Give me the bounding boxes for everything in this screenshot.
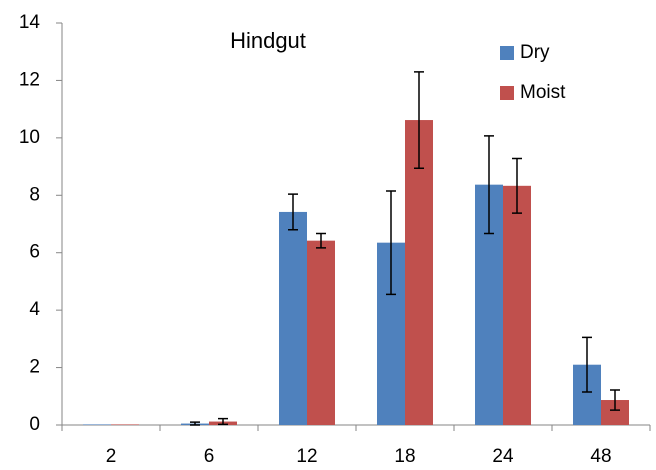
error-bar: [218, 417, 228, 426]
y-tick-label: 8: [29, 184, 40, 205]
error-bar: [414, 71, 424, 170]
y-tick-label: 14: [19, 12, 41, 33]
y-tick-label: 12: [19, 69, 40, 90]
error-bar: [610, 389, 620, 411]
legend-swatch: [500, 46, 514, 60]
error-bar: [316, 232, 326, 249]
bar: [279, 211, 307, 425]
error-bar: [484, 135, 494, 235]
bar: [83, 424, 111, 425]
error-bar: [386, 190, 396, 296]
bar: [503, 185, 531, 425]
chart-title: Hindgut: [230, 28, 306, 53]
y-tick-label: 0: [29, 414, 40, 435]
error-bar: [512, 157, 522, 214]
x-tick-label: 48: [590, 446, 611, 467]
y-tick-label: 10: [19, 127, 40, 148]
error-bar: [288, 193, 298, 231]
x-tick-label: 24: [492, 446, 514, 467]
y-tick-label: 4: [29, 299, 40, 320]
y-tick-label: 2: [29, 357, 40, 378]
y-tick-label: 6: [29, 242, 40, 263]
x-tick-label: 6: [204, 446, 215, 467]
legend-label: Moist: [520, 82, 566, 103]
legend-label: Dry: [520, 42, 550, 63]
x-tick-label: 18: [394, 446, 415, 467]
bar: [307, 240, 335, 425]
bar: [405, 120, 433, 425]
error-bar: [582, 336, 592, 393]
x-tick-label: 2: [106, 446, 117, 467]
x-tick-label: 12: [296, 446, 317, 467]
legend-swatch: [500, 86, 514, 100]
error-bar: [190, 421, 200, 426]
bar: [111, 424, 139, 425]
